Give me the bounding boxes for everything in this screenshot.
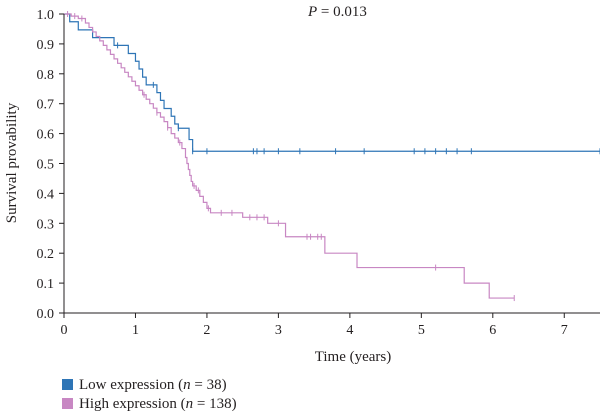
y-axis-label: Survival provability	[4, 102, 20, 223]
y-tick-label-1: 0.1	[37, 277, 55, 292]
survival-curves	[64, 13, 600, 299]
x-axis-label: Time (years)	[315, 349, 392, 365]
legend-item-high: High expression (n = 138)	[62, 394, 237, 413]
x-tick-label-5: 5	[418, 323, 425, 338]
y-ticks: 0.0 0.1 0.2 0.3 0.4 0.5 0.6 0.7 0.8 0.9 1.0	[37, 8, 64, 322]
y-tick-label-8: 0.8	[37, 68, 55, 83]
legend-n-high: = 138	[196, 395, 232, 412]
y-tick-label-5: 0.5	[37, 158, 55, 173]
x-tick-label-6: 6	[489, 323, 496, 338]
y-tick-label-0: 0.0	[37, 307, 55, 322]
p-value-symbol: P	[308, 4, 318, 20]
y-tick-label-7: 0.7	[37, 98, 55, 113]
x-tick-label-7: 7	[561, 323, 568, 338]
legend-swatch-high	[62, 398, 73, 409]
x-tick-label-2: 2	[203, 323, 210, 338]
x-tick-label-4: 4	[346, 323, 353, 338]
y-tick-label-2: 0.2	[37, 247, 55, 262]
series-line-1	[64, 13, 515, 299]
legend-n-low: = 38	[194, 376, 222, 393]
legend-label-high: High expression (n = 138)	[79, 395, 237, 412]
legend-label-low: Low expression (n = 38)	[79, 376, 227, 393]
legend-n-symbol-low: n	[183, 376, 191, 393]
legend-n-symbol-high: n	[185, 395, 194, 412]
legend: Low expression (n = 38) High expression …	[62, 375, 237, 413]
x-tick-label-0: 0	[61, 323, 68, 338]
y-tick-label-10: 1.0	[37, 8, 55, 23]
x-tick-label-3: 3	[275, 323, 282, 338]
legend-swatch-low	[62, 379, 73, 390]
legend-name-low: Low expression	[79, 376, 175, 393]
y-tick-label-3: 0.3	[37, 217, 55, 232]
y-tick-label-4: 0.4	[37, 187, 55, 202]
axes	[63, 14, 600, 314]
legend-name-high: High expression	[79, 395, 177, 412]
legend-item-low: Low expression (n = 38)	[62, 375, 237, 394]
x-tick-label-1: 1	[132, 323, 139, 338]
y-tick-label-6: 0.6	[37, 128, 55, 143]
y-tick-label-9: 0.9	[37, 38, 55, 53]
series-line-0	[64, 13, 600, 152]
p-value-text: = 0.013	[320, 4, 367, 20]
censor-marks	[67, 11, 600, 302]
p-value-annotation: P = 0.013	[308, 4, 367, 21]
x-ticks: 0 1 2 3 4 5 6 7	[61, 313, 568, 338]
